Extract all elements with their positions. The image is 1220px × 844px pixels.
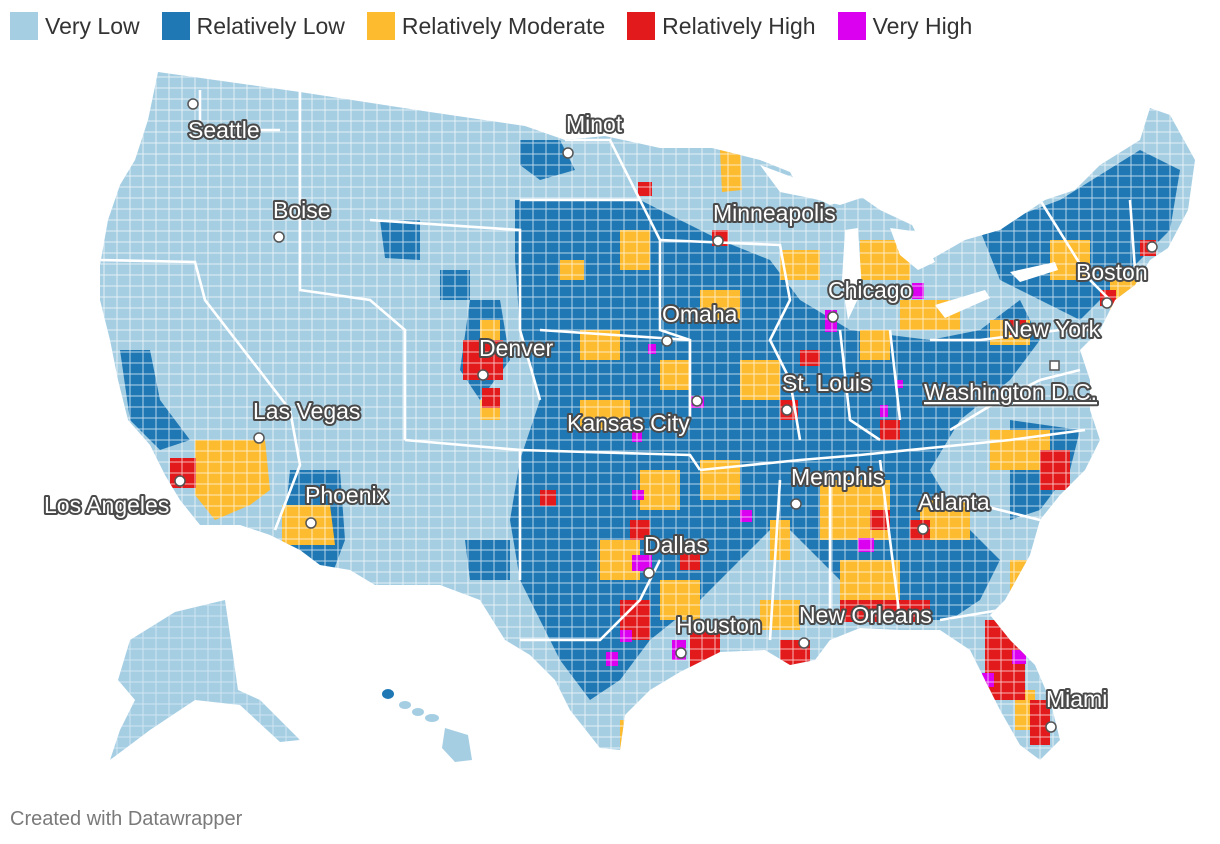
great-lakes [760,165,1058,320]
state-borders [100,90,1137,642]
city-phoenix[interactable]: Phoenix [303,480,391,529]
legend-item-very-low: Very Low [10,12,140,40]
city-boston[interactable]: Boston [1074,241,1158,287]
city-dallas[interactable]: Dallas [642,530,710,579]
legend-item-very-high: Very High [837,12,973,40]
alaska [110,600,300,760]
city-minneapolis[interactable]: Minneapolis [711,198,838,247]
legend-label: Very Low [45,12,140,39]
city-seattle[interactable]: Seattle [186,98,262,145]
legend-label: Relatively Low [196,12,345,39]
city-atlanta[interactable]: Atlanta [916,487,992,535]
city-label: Boise [273,197,331,223]
city-label: Miami [1046,686,1107,712]
city-label: Denver [479,335,553,361]
city-label: Seattle [188,117,260,143]
city-label: New York [1003,316,1101,342]
city-boise[interactable]: Boise [271,195,333,243]
city-label: Omaha [662,301,738,327]
city-label: Washington D.C. [924,379,1097,405]
city-label: Dallas [644,532,708,558]
city-kansas-city[interactable]: Kansas City [565,395,703,438]
city-las-vegas[interactable]: Las Vegas [251,396,362,444]
legend-swatch [627,12,656,40]
footer-credit: Created with Datawrapper [10,808,243,830]
hawaii [382,689,472,762]
city-label: Las Vegas [253,398,360,424]
city-chicago[interactable]: Chicago [826,275,914,323]
legend: Very Low Relatively Low Relatively Moder… [10,12,994,40]
legend-swatch [10,12,38,40]
city-label: Kansas City [567,410,690,436]
city-label: Atlanta [918,489,990,515]
city-label: Los Angeles [44,492,169,518]
legend-item-relatively-high: Relatively High [627,12,816,40]
city-new-orleans[interactable]: New Orleans [797,600,934,649]
city-memphis[interactable]: Memphis [789,462,886,510]
city-houston[interactable]: Houston [674,610,764,659]
city-st-louis[interactable]: St. Louis [780,368,874,416]
city-minot[interactable]: Minot [562,109,625,159]
city-omaha[interactable]: Omaha [660,299,740,347]
city-label: Memphis [791,464,884,490]
city-washington[interactable]: Washington D.C. [922,360,1099,407]
city-label: St. Louis [782,370,872,396]
legend-swatch [161,12,190,40]
city-label: New Orleans [799,602,932,628]
city-markers: Seattle Minot Boise Minneapolis Boston C… [42,98,1158,733]
city-label: Minneapolis [713,200,836,226]
city-new-york[interactable]: New York [1001,297,1113,344]
city-label: Boston [1076,259,1148,285]
city-miami[interactable]: Miami [1044,684,1109,733]
us-county-map[interactable]: Seattle Minot Boise Minneapolis Boston C… [0,0,1220,800]
legend-swatch [366,12,395,40]
city-label: Phoenix [305,482,389,508]
city-los-angeles[interactable]: Los Angeles [42,475,186,520]
city-label: Minot [566,111,623,137]
city-label: Houston [676,612,762,638]
legend-label: Very High [872,12,973,39]
legend-swatch [837,12,866,40]
city-label: Chicago [828,277,912,303]
legend-item-relatively-low: Relatively Low [161,12,345,40]
legend-label: Relatively High [662,12,816,39]
city-denver[interactable]: Denver [477,333,555,381]
legend-item-relatively-moderate: Relatively Moderate [366,12,606,40]
legend-label: Relatively Moderate [401,12,606,39]
